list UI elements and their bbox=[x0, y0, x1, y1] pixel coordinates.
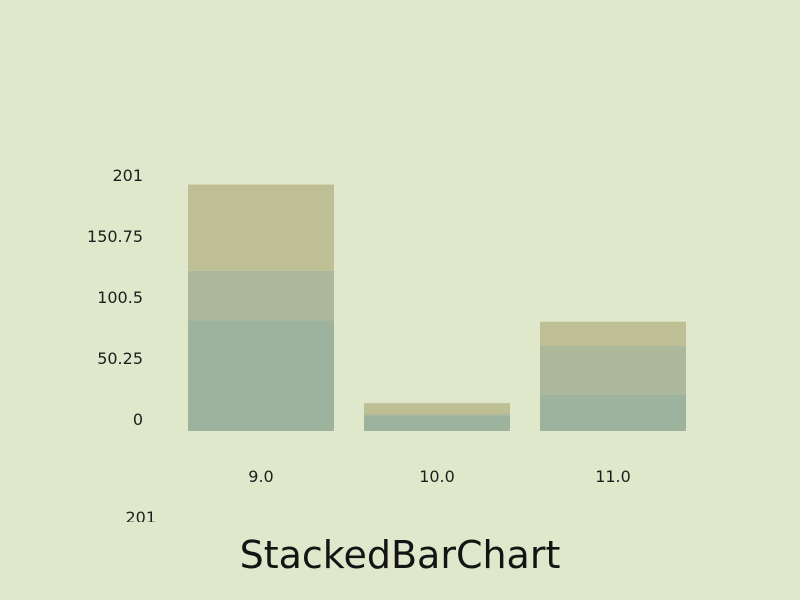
y-tick-label: 50.25 bbox=[97, 349, 143, 368]
bar-segment bbox=[540, 394, 686, 431]
bar-segment bbox=[540, 321, 686, 347]
x-tick-label: 11.0 bbox=[595, 467, 631, 486]
bar-segment bbox=[364, 415, 510, 431]
bar-segment bbox=[188, 320, 334, 431]
bar-segment bbox=[540, 346, 686, 395]
y-tick-label: 0 bbox=[133, 410, 143, 429]
bar-segment bbox=[188, 270, 334, 321]
bar-segment bbox=[364, 403, 510, 415]
y-tick-label: 150.75 bbox=[87, 227, 143, 246]
bar-segment bbox=[188, 184, 334, 271]
x-tick-label: 10.0 bbox=[419, 467, 455, 486]
y-tick-label: 201 bbox=[112, 166, 143, 185]
bar-segment bbox=[364, 414, 510, 416]
bottom-axis-label: 201 bbox=[125, 508, 156, 522]
page-title: StackedBarChart bbox=[239, 533, 561, 577]
y-tick-label: 100.5 bbox=[97, 288, 143, 307]
x-tick-label: 9.0 bbox=[248, 467, 273, 486]
